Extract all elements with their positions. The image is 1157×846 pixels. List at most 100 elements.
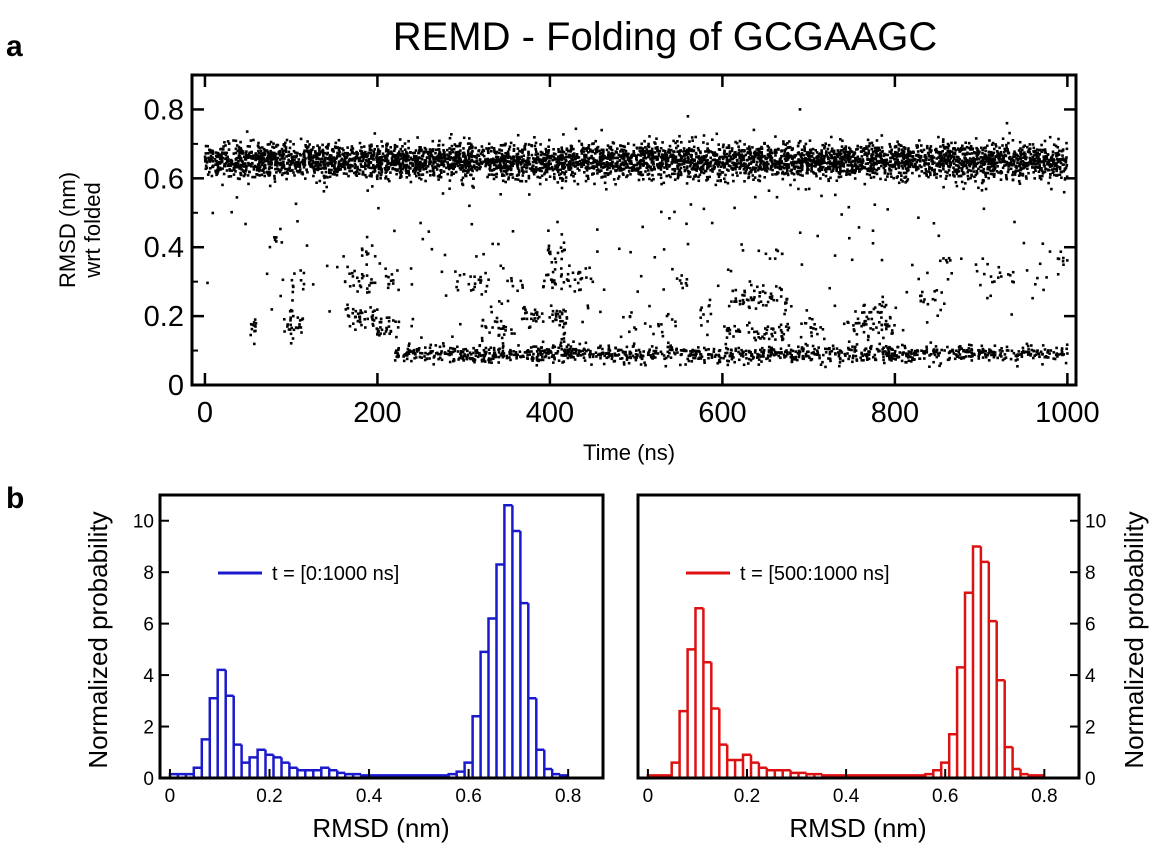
scatter-point: [966, 170, 969, 174]
scatter-point: [234, 147, 238, 151]
scatter-point: [850, 171, 854, 174]
scatter-point: [1004, 174, 1008, 177]
scatter-point: [665, 174, 668, 178]
scatter-point: [485, 161, 489, 164]
scatter-point: [323, 181, 326, 185]
scatter-point: [624, 149, 628, 153]
scatter-point: [835, 161, 838, 164]
scatter-point: [946, 156, 949, 159]
scatter-point: [800, 148, 804, 152]
scatter-point: [516, 165, 519, 169]
scatter-point: [512, 157, 515, 161]
scatter-point: [763, 142, 766, 145]
scatter-point: [434, 151, 437, 155]
scatter-point: [998, 146, 1001, 150]
scatter-point: [354, 164, 357, 167]
scatter-point: [479, 152, 483, 155]
scatter-point: [493, 158, 497, 162]
scatter-point: [541, 151, 544, 155]
scatter-point: [988, 160, 991, 163]
scatter-point: [659, 176, 663, 180]
scatter-point: [682, 147, 686, 150]
scatter-point: [552, 176, 556, 179]
scatter-point: [590, 156, 594, 160]
scatter-point: [464, 166, 468, 170]
scatter-point: [419, 166, 422, 170]
scatter-point: [431, 166, 435, 170]
scatter-point: [1041, 174, 1044, 178]
scatter-point: [249, 163, 252, 166]
scatter-point: [853, 171, 857, 175]
scatter-point: [259, 149, 263, 153]
scatter-point: [741, 157, 744, 160]
scatter-point: [683, 154, 686, 158]
scatter-point: [547, 145, 550, 148]
scatter-point: [686, 175, 690, 178]
scatter-point: [242, 163, 245, 166]
scatter-point: [323, 157, 327, 160]
scatter-point: [437, 148, 441, 151]
scatter-point: [886, 153, 889, 157]
scatter-point: [227, 142, 231, 145]
scatter-point: [794, 154, 797, 157]
scatter-point: [426, 150, 429, 154]
scatter-point: [979, 160, 983, 164]
scatter-point: [439, 157, 443, 160]
scatter-point: [226, 140, 230, 143]
scatter-point: [304, 145, 308, 149]
scatter-point: [690, 136, 694, 139]
scatter-point: [303, 163, 307, 167]
scatter-point: [492, 177, 496, 181]
scatter-point: [454, 162, 458, 166]
scatter-point: [438, 173, 441, 177]
scatter-point: [697, 179, 701, 183]
scatter-point: [508, 155, 511, 159]
scatter-point: [1007, 156, 1011, 160]
scatter-point: [753, 167, 757, 171]
scatter-point: [545, 164, 548, 167]
scatter-point: [378, 152, 381, 155]
scatter-point: [939, 169, 942, 173]
scatter-point: [236, 177, 240, 180]
scatter-point: [543, 172, 546, 176]
scatter-point: [265, 159, 268, 162]
scatter-point: [215, 162, 219, 165]
scatter-point: [571, 158, 575, 162]
scatter-point: [780, 160, 783, 163]
scatter-point: [222, 145, 225, 148]
scatter-point: [1020, 167, 1024, 171]
scatter-point: [961, 152, 965, 156]
scatter-point: [875, 159, 879, 163]
scatter-point: [911, 171, 914, 175]
scatter-point: [400, 171, 404, 174]
scatter-point: [975, 169, 979, 173]
scatter-point: [329, 171, 332, 175]
scatter-point: [976, 161, 980, 165]
scatter-point: [452, 162, 455, 165]
scatter-point: [281, 151, 284, 154]
scatter-point: [1023, 166, 1027, 169]
scatter-point: [476, 153, 479, 157]
scatter-point: [717, 163, 721, 166]
scatter-point: [319, 150, 323, 154]
scatter-point: [928, 171, 932, 174]
scatter-point: [305, 168, 308, 171]
scatter-point: [873, 171, 876, 174]
scatter-point: [954, 181, 958, 184]
scatter-point: [607, 151, 610, 154]
scatter-point: [499, 168, 502, 171]
scatter-point: [1031, 156, 1034, 159]
scatter-point: [1033, 163, 1037, 166]
scatter-point: [977, 157, 981, 161]
scatter-point: [393, 149, 396, 153]
scatter-point: [556, 170, 560, 174]
scatter-point: [872, 167, 876, 171]
scatter-point: [239, 146, 243, 150]
scatter-point: [773, 164, 777, 168]
scatter-point: [1044, 167, 1048, 171]
scatter-point: [826, 147, 830, 151]
scatter-point: [557, 163, 560, 167]
scatter-point: [263, 148, 267, 152]
scatter-point: [980, 181, 984, 185]
scatter-point: [1022, 166, 1025, 170]
